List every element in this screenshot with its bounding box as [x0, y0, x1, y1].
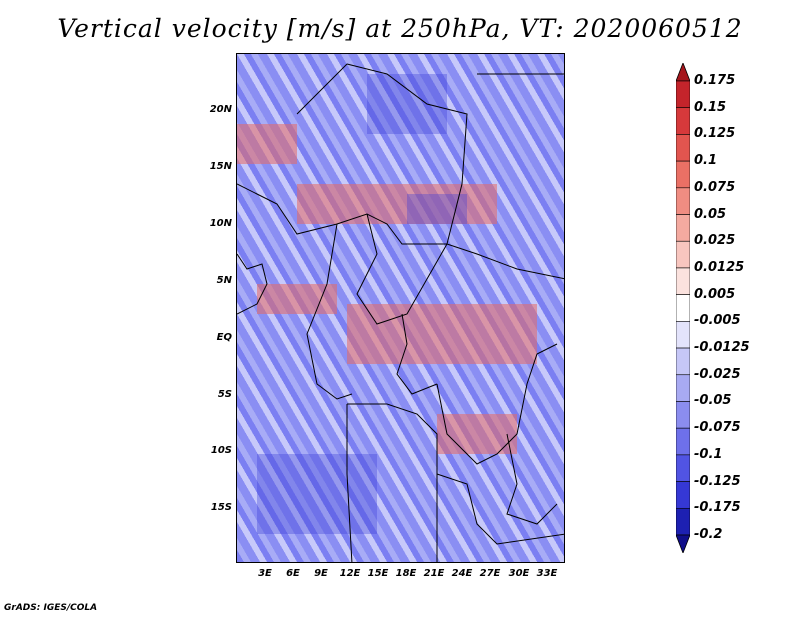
colorbar-level-label: 0.025 — [694, 233, 736, 249]
lon-label-9e: 9E — [314, 568, 328, 579]
negative-velocity-patches — [257, 74, 467, 534]
colorbar-level-label: -0.025 — [694, 366, 741, 382]
lat-label-15s: 15S — [210, 502, 232, 513]
lat-label-10n: 10N — [209, 218, 232, 229]
colorbar-bin — [676, 80, 690, 109]
colorbar-bin — [676, 374, 690, 402]
colorbar-level-label: 0.05 — [694, 206, 727, 222]
lat-label-10s: 10S — [210, 445, 232, 456]
lat-label-5s: 5S — [217, 389, 232, 400]
colorbar-level-label: 0.15 — [694, 99, 727, 115]
colorbar-level-label: -0.175 — [694, 500, 741, 516]
lat-label-eq: EQ — [216, 332, 232, 343]
colorbar-level-label: -0.2 — [694, 527, 723, 542]
colorbar-min-arrow — [676, 534, 690, 553]
colorbar-level-label: 0.1 — [694, 153, 718, 169]
lat-label-5n: 5N — [216, 275, 232, 286]
lon-label-30e: 30E — [508, 568, 530, 579]
colorbar-bin — [676, 454, 690, 482]
colorbar-bin — [676, 107, 690, 135]
colorbar-bin — [676, 401, 690, 429]
positive-velocity-patches — [237, 124, 537, 454]
colorbar-bin — [676, 321, 690, 349]
lon-label-27e: 27E — [479, 568, 501, 579]
lon-label-18e: 18E — [395, 568, 417, 579]
colorbar-bin — [676, 267, 690, 295]
colorbar-bin — [676, 160, 690, 189]
colorbar-bin — [676, 427, 690, 456]
map-panel — [236, 53, 565, 563]
colorbar-bin — [676, 347, 690, 376]
colorbar-level-label: -0.0125 — [694, 340, 750, 356]
colorbar-bin — [676, 481, 690, 509]
lon-label-12e: 12E — [339, 568, 361, 579]
colorbar-level-label: 0.005 — [694, 286, 736, 302]
colorbar-bin — [676, 240, 690, 269]
grads-credit: GrADS: IGES/COLA — [4, 603, 98, 613]
colorbar-bin — [676, 507, 690, 536]
colorbar-max-arrow — [676, 63, 690, 82]
colorbar-level-label: 0.175 — [694, 73, 736, 88]
lat-label-20n: 20N — [209, 104, 232, 115]
colorbar-level-label: 0.125 — [694, 126, 736, 142]
colorbar-level-label: 0.075 — [694, 179, 736, 195]
colorbar-level-label: -0.05 — [694, 393, 732, 409]
map-title: Vertical velocity [m/s] at 250hPa, VT: 2… — [57, 14, 743, 43]
colorbar-level-label: -0.1 — [694, 446, 723, 462]
colorbar-level-label: 0.0125 — [694, 259, 745, 275]
colorbar-bin — [676, 134, 690, 162]
colorbar-level-label: -0.005 — [694, 313, 741, 329]
colorbar-level-label: -0.125 — [694, 473, 741, 489]
colorbar — [676, 63, 690, 553]
colorbar-bin — [676, 187, 690, 215]
lon-label-3e: 3E — [258, 568, 272, 579]
lat-label-15n: 15N — [209, 161, 232, 172]
colorbar-level-label: -0.075 — [694, 420, 741, 436]
country-borders — [237, 63, 564, 562]
lon-label-24e: 24E — [451, 568, 473, 579]
lon-label-15e: 15E — [367, 568, 389, 579]
colorbar-bin — [676, 214, 690, 242]
lon-label-6e: 6E — [286, 568, 300, 579]
lon-label-21e: 21E — [423, 568, 445, 579]
colorbar-bin — [676, 294, 690, 322]
lon-label-33e: 33E — [536, 568, 558, 579]
